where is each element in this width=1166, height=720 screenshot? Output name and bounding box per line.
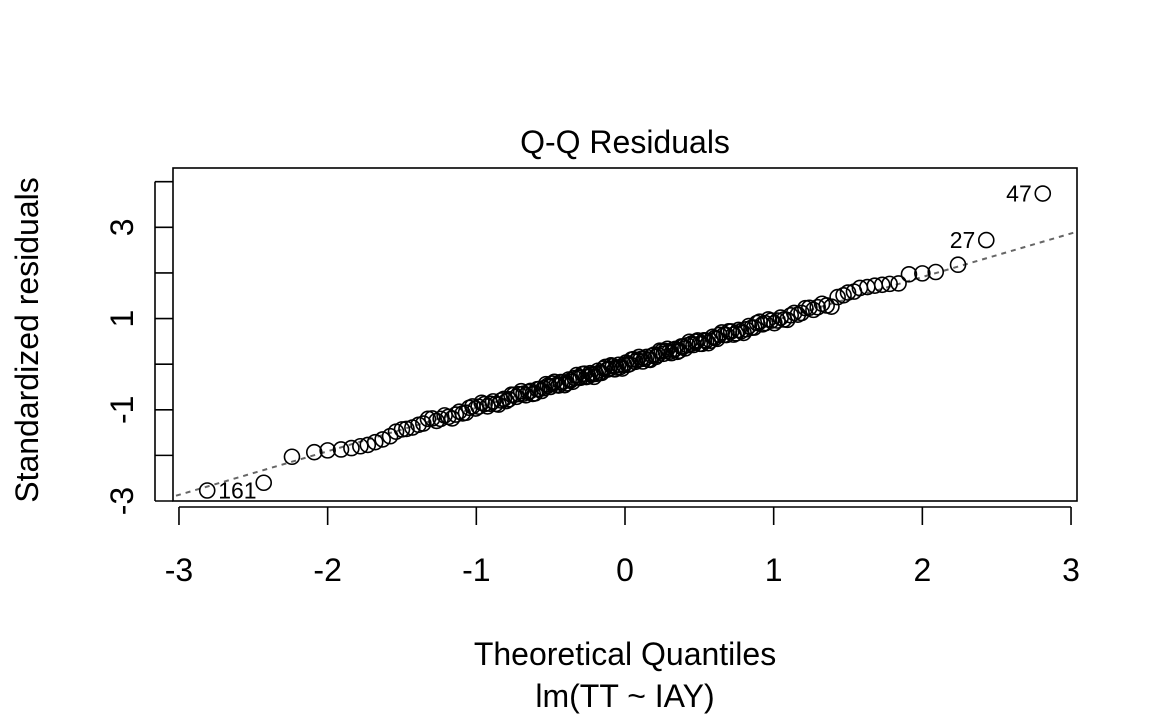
data-point [352,437,369,455]
data-point [343,439,360,457]
data-point [305,443,323,461]
data-point [914,265,931,282]
data-point [424,410,441,427]
data-point [283,448,301,466]
data-point [809,298,826,316]
y-tick-label: 3 [104,218,140,236]
x-tick-label: -1 [462,552,490,588]
data-point [572,369,589,387]
data-point [1034,185,1052,202]
x-axis: -3 -2 -1 0 1 2 3 [165,506,1080,588]
x-axis-title: Theoretical Quantiles [474,636,776,672]
data-point [845,283,863,300]
data-point [600,360,618,378]
data-point [419,410,437,428]
data-point [198,482,216,499]
data-point [612,358,629,376]
x-tick-label: -2 [313,552,341,588]
data-point [823,298,840,315]
data-point [415,415,432,432]
y-tick-label: -1 [104,396,140,424]
data-point [332,441,350,458]
data-point [490,396,507,413]
data-point [467,400,484,417]
data-point [745,319,763,336]
x-tick-label: -3 [165,552,193,588]
data-point [763,312,780,329]
y-axis: -3 -1 1 3 [104,180,173,515]
data-point [447,406,465,423]
data-point [510,385,528,403]
data-point [977,231,995,249]
data-point [476,395,493,413]
points-layer [198,185,1052,499]
plot-frame [172,167,1078,502]
point-label: 161 [218,478,256,504]
data-point [319,442,336,459]
data-point [432,410,449,428]
y-tick-label: -3 [104,487,140,515]
data-point [900,265,918,283]
data-point [512,382,530,400]
x-tick-label: 0 [616,552,634,588]
data-point [659,340,676,358]
data-point [508,388,525,406]
data-point [927,263,945,281]
data-point [495,390,513,408]
data-point [255,474,273,492]
data-point [374,431,391,448]
chart-subtitle: lm(TT ~ IAY) [535,678,714,714]
data-point [366,433,384,451]
data-point [479,398,496,415]
chart-title: Q-Q Residuals [520,124,730,160]
y-tick-label: 1 [104,310,140,328]
point-label: 27 [950,227,976,253]
x-tick-label: 3 [1062,552,1080,588]
y-axis-title: Standardized residuals [9,177,45,503]
x-tick-label: 2 [913,552,931,588]
data-point [638,348,655,366]
x-tick-label: 1 [765,552,783,588]
data-point [359,436,377,454]
data-point [839,284,857,301]
data-point [711,326,728,344]
data-point [398,420,415,438]
data-point [393,421,411,438]
data-point [949,256,967,274]
point-label: 47 [1006,181,1032,207]
annotation-layer: 161 47 27 [218,181,1032,504]
data-point [689,332,706,349]
data-point [766,314,783,332]
data-point [782,306,800,324]
data-point [702,332,719,350]
data-point [890,275,907,292]
data-point [829,288,846,306]
